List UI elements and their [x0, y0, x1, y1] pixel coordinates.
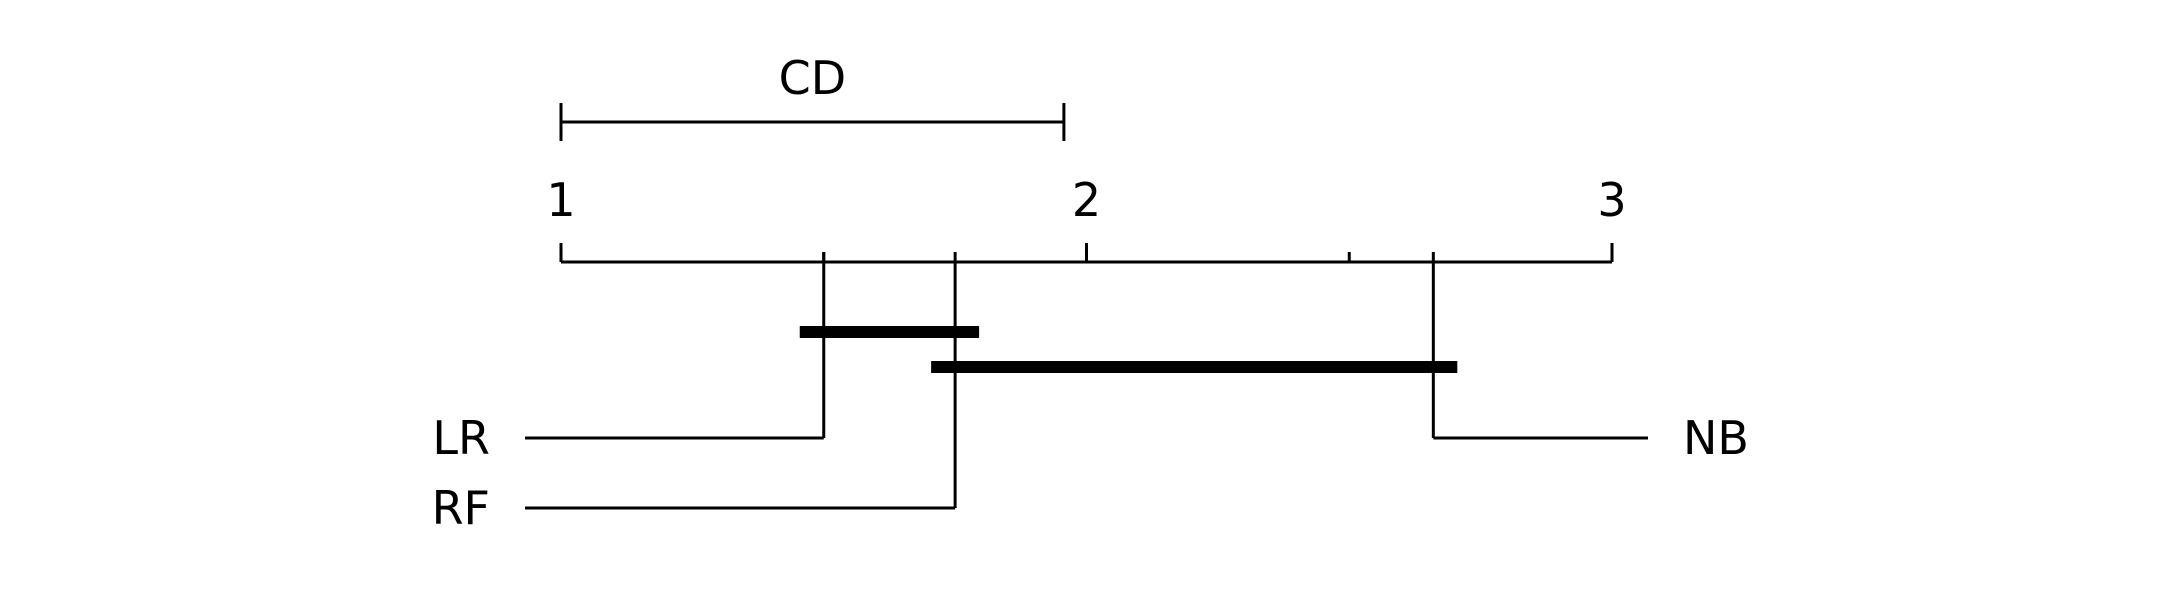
method-lines: LR RF NB	[432, 252, 1749, 535]
method-label: RF	[432, 481, 490, 535]
tick-label: 2	[1072, 173, 1101, 227]
cd-label: CD	[779, 51, 847, 105]
tick-label: 3	[1597, 173, 1626, 227]
method-nb: NB	[1431, 252, 1749, 465]
clique-bars	[799, 326, 1458, 373]
tick-label: 1	[546, 173, 575, 227]
method-label: LR	[432, 411, 490, 465]
method-lr: LR	[432, 252, 826, 465]
rank-axis: 1 2 3	[546, 173, 1627, 264]
method-rf: RF	[432, 252, 957, 535]
method-label: NB	[1683, 411, 1749, 465]
cd-bar: CD	[559, 51, 1066, 141]
